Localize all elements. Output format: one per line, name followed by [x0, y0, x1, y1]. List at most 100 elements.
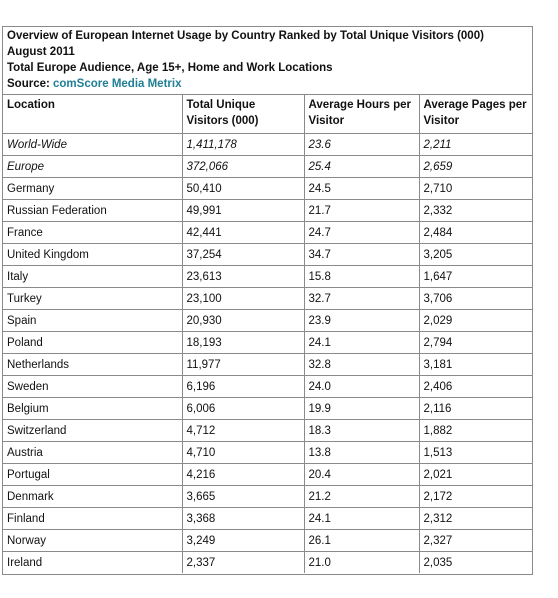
cell-pages: 1,882 [418, 419, 532, 442]
table-row: Russian Federation 49,991 21.7 2,332 [3, 199, 532, 222]
cell-hours: 19.9 [303, 397, 420, 420]
table-header-block: Overview of European Internet Usage by C… [3, 27, 532, 95]
cell-hours: 34.7 [303, 243, 420, 266]
table-row: World-Wide 1,411,178 23.6 2,211 [3, 133, 532, 156]
cell-hours: 24.0 [303, 375, 420, 398]
cell-location: Spain [3, 309, 183, 332]
cell-visitors: 3,368 [181, 507, 305, 530]
cell-visitors: 23,613 [181, 265, 305, 288]
cell-hours: 20.4 [303, 463, 420, 486]
table-row: Europe 372,066 25.4 2,659 [3, 155, 532, 178]
report-date: August 2011 [7, 46, 75, 58]
cell-location: Poland [3, 331, 183, 354]
source-label: Source: [7, 78, 54, 90]
data-table-container: Overview of European Internet Usage by C… [2, 26, 533, 575]
cell-location: Turkey [3, 287, 183, 310]
table-row: Ireland 2,337 21.0 2,035 [3, 551, 532, 573]
table-row: Spain 20,930 23.9 2,029 [3, 309, 532, 332]
cell-pages: 2,710 [418, 177, 532, 200]
cell-visitors: 18,193 [181, 331, 305, 354]
cell-visitors: 42,441 [181, 221, 305, 244]
cell-hours: 15.8 [303, 265, 420, 288]
cell-pages: 2,172 [418, 485, 532, 508]
table-row: Austria 4,710 13.8 1,513 [3, 441, 532, 464]
cell-location: Europe [3, 155, 183, 178]
cell-location: Russian Federation [3, 199, 183, 222]
cell-visitors: 3,249 [181, 529, 305, 552]
cell-hours: 32.8 [303, 353, 420, 376]
table-row: Turkey 23,100 32.7 3,706 [3, 287, 532, 310]
table-row: Norway 3,249 26.1 2,327 [3, 529, 532, 552]
table-row: Belgium 6,006 19.9 2,116 [3, 397, 532, 420]
cell-hours: 23.9 [303, 309, 420, 332]
cell-visitors: 3,665 [181, 485, 305, 508]
cell-hours: 23.6 [303, 133, 420, 156]
cell-hours: 18.3 [303, 419, 420, 442]
cell-pages: 2,021 [418, 463, 532, 486]
cell-pages: 1,513 [418, 441, 532, 464]
cell-visitors: 6,196 [181, 375, 305, 398]
cell-pages: 3,706 [418, 287, 532, 310]
cell-visitors: 1,411,178 [181, 133, 305, 156]
cell-visitors: 11,977 [181, 353, 305, 376]
cell-hours: 24.7 [303, 221, 420, 244]
source-line: Source: comScore Media Metrix [7, 76, 532, 92]
cell-visitors: 4,216 [181, 463, 305, 486]
cell-visitors: 372,066 [181, 155, 305, 178]
column-header-pages: Average Pages per Visitor [418, 95, 532, 134]
table-row: Italy 23,613 15.8 1,647 [3, 265, 532, 288]
table-row: Sweden 6,196 24.0 2,406 [3, 375, 532, 398]
cell-visitors: 6,006 [181, 397, 305, 420]
column-header-visitors: Total Unique Visitors (000) [181, 95, 305, 134]
cell-location: Germany [3, 177, 183, 200]
source-name: comScore Media Metrix [53, 78, 182, 90]
cell-hours: 21.2 [303, 485, 420, 508]
cell-visitors: 50,410 [181, 177, 305, 200]
cell-pages: 2,312 [418, 507, 532, 530]
cell-location: Netherlands [3, 353, 183, 376]
cell-hours: 26.1 [303, 529, 420, 552]
cell-pages: 2,211 [418, 133, 532, 156]
cell-hours: 25.4 [303, 155, 420, 178]
cell-visitors: 4,710 [181, 441, 305, 464]
cell-location: United Kingdom [3, 243, 183, 266]
table-row: Portugal 4,216 20.4 2,021 [3, 463, 532, 486]
table-row: Switzerland 4,712 18.3 1,882 [3, 419, 532, 442]
cell-hours: 13.8 [303, 441, 420, 464]
cell-pages: 2,484 [418, 221, 532, 244]
table-row: Netherlands 11,977 32.8 3,181 [3, 353, 532, 376]
cell-hours: 24.1 [303, 331, 420, 354]
cell-location: Austria [3, 441, 183, 464]
cell-location: Sweden [3, 375, 183, 398]
cell-location: France [3, 221, 183, 244]
cell-pages: 2,332 [418, 199, 532, 222]
table-row: France 42,441 24.7 2,484 [3, 221, 532, 244]
cell-hours: 24.5 [303, 177, 420, 200]
table-row: United Kingdom 37,254 34.7 3,205 [3, 243, 532, 266]
cell-pages: 2,327 [418, 529, 532, 552]
cell-pages: 3,181 [418, 353, 532, 376]
cell-hours: 21.7 [303, 199, 420, 222]
cell-location: Denmark [3, 485, 183, 508]
table-row: Poland 18,193 24.1 2,794 [3, 331, 532, 354]
cell-location: Belgium [3, 397, 183, 420]
cell-pages: 2,035 [418, 551, 532, 573]
usage-table: Location Total Unique Visitors (000) Ave… [3, 95, 532, 573]
audience-description: Total Europe Audience, Age 15+, Home and… [7, 62, 333, 74]
cell-pages: 2,406 [418, 375, 532, 398]
cell-location: Ireland [3, 551, 183, 573]
cell-location: Portugal [3, 463, 183, 486]
cell-visitors: 23,100 [181, 287, 305, 310]
cell-visitors: 20,930 [181, 309, 305, 332]
cell-visitors: 37,254 [181, 243, 305, 266]
cell-visitors: 4,712 [181, 419, 305, 442]
cell-pages: 2,659 [418, 155, 532, 178]
table-title: Overview of European Internet Usage by C… [7, 30, 484, 42]
cell-pages: 2,116 [418, 397, 532, 420]
cell-pages: 3,205 [418, 243, 532, 266]
cell-location: World-Wide [3, 133, 183, 156]
cell-location: Norway [3, 529, 183, 552]
cell-location: Finland [3, 507, 183, 530]
cell-visitors: 49,991 [181, 199, 305, 222]
cell-location: Switzerland [3, 419, 183, 442]
